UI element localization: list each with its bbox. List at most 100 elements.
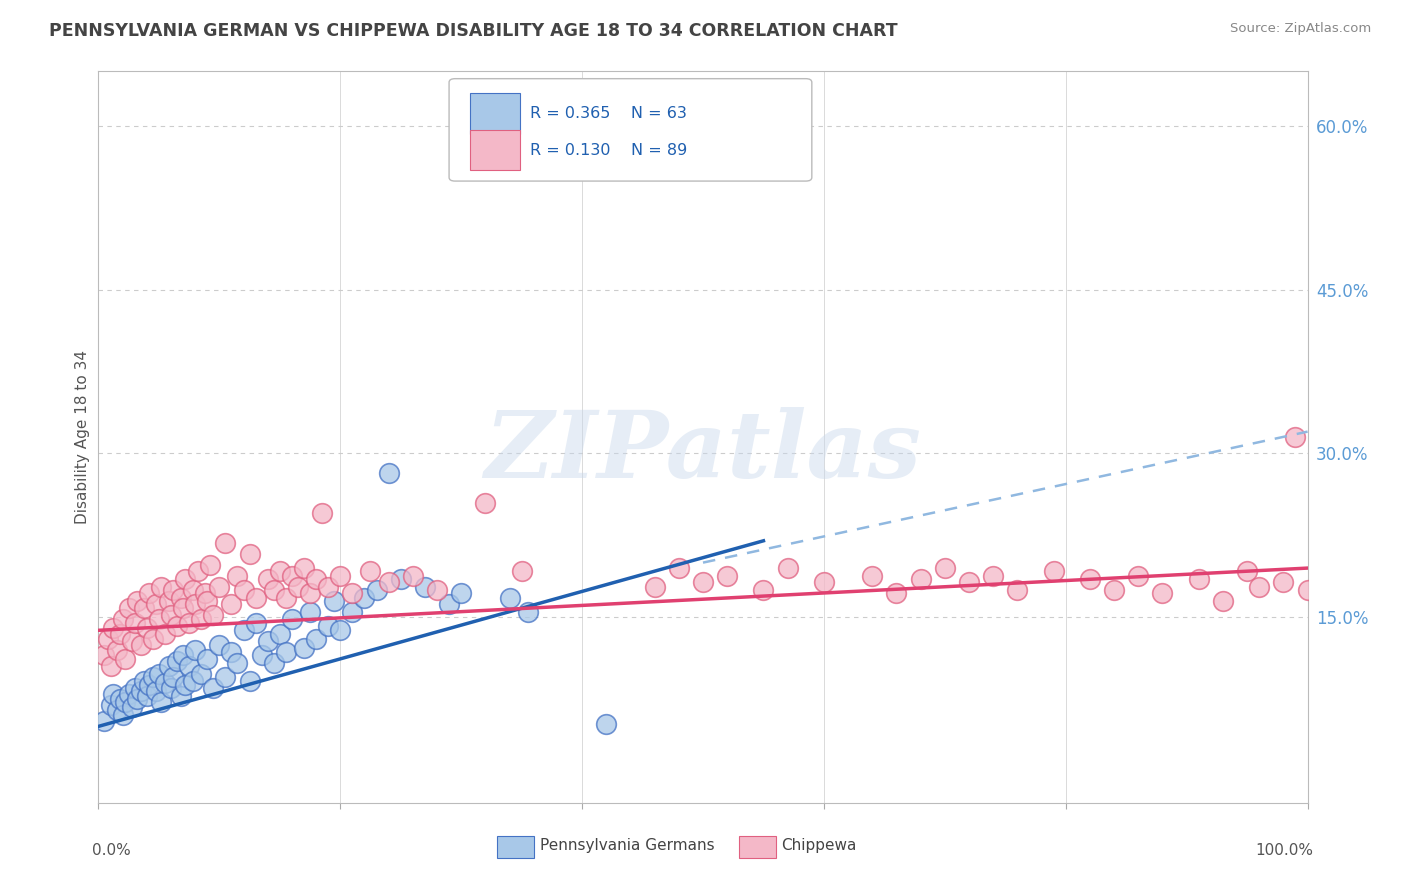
Text: Pennsylvania Germans: Pennsylvania Germans [540,838,714,854]
Point [100,659,122,673]
Point [145,684,167,698]
FancyBboxPatch shape [470,130,520,170]
Point [1128,568,1150,582]
Text: 0.0%: 0.0% [93,843,131,858]
Point [114,651,136,665]
Point [269,565,291,579]
Point [353,591,375,605]
Point [1152,586,1174,600]
Point [595,717,617,731]
Point [292,640,315,655]
Point [135,689,157,703]
Point [127,692,149,706]
Point [169,689,191,703]
Point [232,624,254,638]
Point [256,634,278,648]
Point [174,572,197,586]
Point [239,547,262,561]
Point [162,582,184,597]
Point [129,684,152,698]
Point [342,605,364,619]
Point [157,594,180,608]
Point [121,699,143,714]
Point [329,624,352,638]
Point [377,466,399,480]
Point [142,670,165,684]
Point [377,575,399,590]
Text: R = 0.365    N = 63: R = 0.365 N = 63 [530,106,688,121]
Point [162,670,184,684]
Point [274,591,297,605]
Point [668,561,690,575]
Point [174,678,197,692]
Point [1078,572,1101,586]
Point [127,594,149,608]
Point [187,565,209,579]
Point [287,580,309,594]
Point [250,648,273,663]
Point [311,507,333,521]
Point [134,601,156,615]
Point [118,601,141,615]
Point [169,591,191,605]
Point [179,659,201,673]
Point [269,626,291,640]
Point [202,607,225,622]
Point [184,643,207,657]
Point [1296,582,1319,597]
Point [150,580,173,594]
Point [1272,575,1295,590]
Point [118,687,141,701]
Point [910,572,932,586]
Point [198,558,221,572]
Point [299,586,322,600]
Point [776,561,799,575]
Point [281,612,304,626]
Point [166,619,188,633]
Point [316,619,339,633]
Point [389,572,412,586]
Point [153,626,176,640]
Point [93,714,115,728]
Point [214,536,236,550]
Point [245,591,267,605]
Point [644,580,666,594]
Text: Chippewa: Chippewa [782,838,858,854]
Point [1042,565,1064,579]
Point [190,667,212,681]
Point [292,561,315,575]
Point [179,615,201,630]
Point [214,670,236,684]
Point [226,568,249,582]
Point [150,695,173,709]
Point [166,654,188,668]
FancyBboxPatch shape [470,94,520,134]
Point [323,594,346,608]
FancyBboxPatch shape [449,78,811,181]
Point [105,643,128,657]
Point [135,621,157,635]
Point [860,568,883,582]
Point [1102,582,1125,597]
Point [692,575,714,590]
Point [1188,572,1211,586]
Point [97,632,120,646]
Point [329,568,352,582]
Point [1007,582,1029,597]
FancyBboxPatch shape [498,836,534,858]
Point [181,673,204,688]
Point [263,656,285,670]
Point [232,582,254,597]
Point [142,632,165,646]
Point [93,648,115,663]
Point [221,597,243,611]
Point [510,565,533,579]
Point [195,594,218,608]
Point [245,615,267,630]
Point [124,681,146,695]
Point [402,568,425,582]
Text: 100.0%: 100.0% [1256,843,1313,858]
Point [226,656,249,670]
Point [181,582,204,597]
Point [157,659,180,673]
